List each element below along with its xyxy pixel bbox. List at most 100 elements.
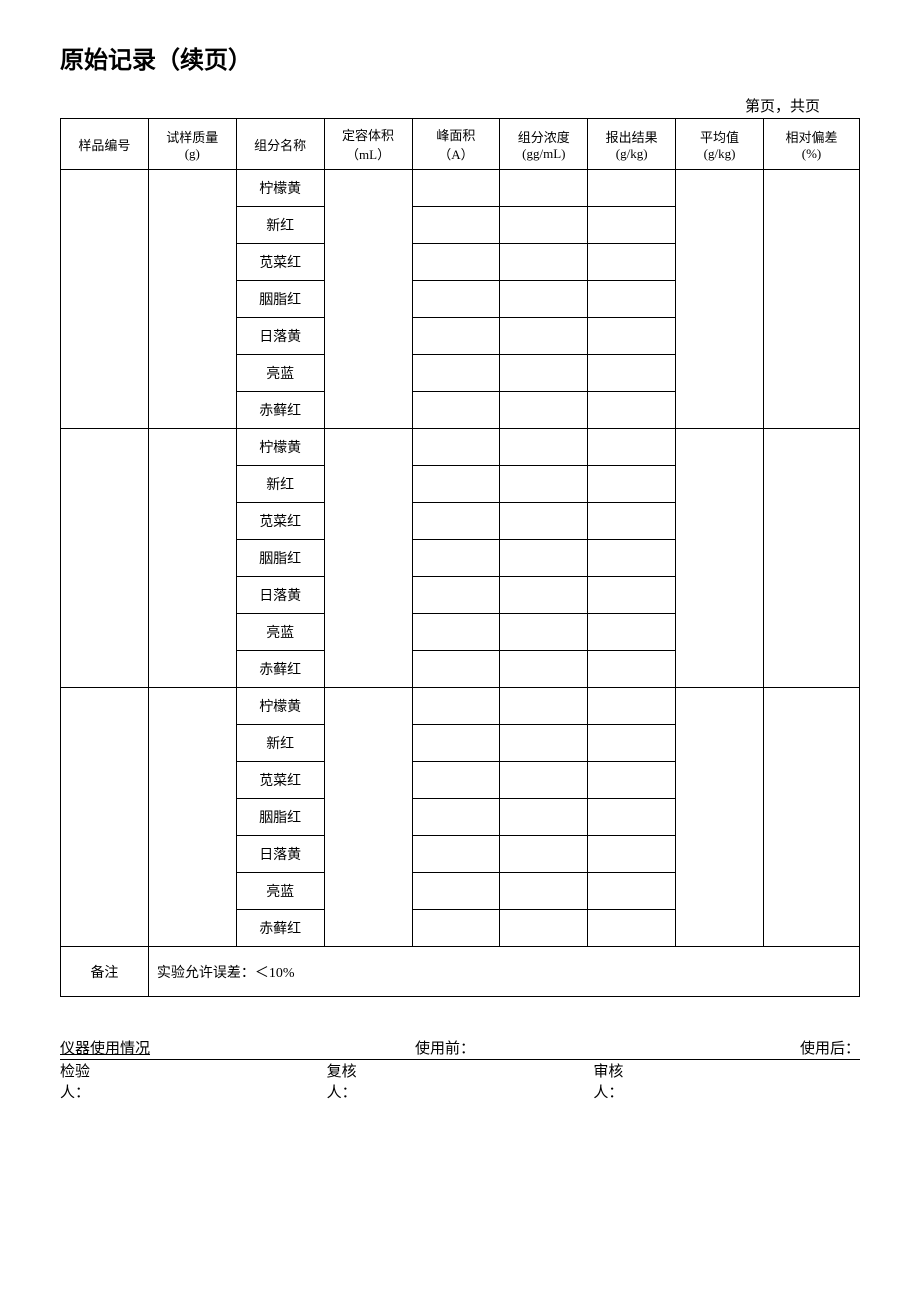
cell-result[interactable] bbox=[588, 355, 676, 392]
cell-component-name: 赤藓红 bbox=[236, 910, 324, 947]
cell-result[interactable] bbox=[588, 651, 676, 688]
cell-peak-area[interactable] bbox=[412, 244, 500, 281]
cell-result[interactable] bbox=[588, 318, 676, 355]
cell-component-name: 亮蓝 bbox=[236, 355, 324, 392]
cell-concentration[interactable] bbox=[500, 392, 588, 429]
cell-concentration[interactable] bbox=[500, 651, 588, 688]
cell-peak-area[interactable] bbox=[412, 725, 500, 762]
cell-peak-area[interactable] bbox=[412, 429, 500, 466]
cell-peak-area[interactable] bbox=[412, 207, 500, 244]
cell-result[interactable] bbox=[588, 429, 676, 466]
cell-concentration[interactable] bbox=[500, 799, 588, 836]
cell-peak-area[interactable] bbox=[412, 281, 500, 318]
cell-sample-id[interactable] bbox=[61, 688, 149, 947]
cell-result[interactable] bbox=[588, 910, 676, 947]
cell-concentration[interactable] bbox=[500, 688, 588, 725]
cell-average[interactable] bbox=[676, 688, 764, 947]
cell-concentration[interactable] bbox=[500, 207, 588, 244]
cell-peak-area[interactable] bbox=[412, 836, 500, 873]
cell-component-name: 赤藓红 bbox=[236, 392, 324, 429]
cell-average[interactable] bbox=[676, 429, 764, 688]
cell-concentration[interactable] bbox=[500, 466, 588, 503]
cell-concentration[interactable] bbox=[500, 170, 588, 207]
cell-rsd[interactable] bbox=[764, 429, 860, 688]
table-row: 柠檬黄 bbox=[61, 170, 860, 207]
cell-concentration[interactable] bbox=[500, 762, 588, 799]
remark-label: 备注 bbox=[61, 947, 149, 997]
cell-component-name: 胭脂红 bbox=[236, 281, 324, 318]
cell-peak-area[interactable] bbox=[412, 873, 500, 910]
cell-result[interactable] bbox=[588, 281, 676, 318]
cell-concentration[interactable] bbox=[500, 540, 588, 577]
cell-peak-area[interactable] bbox=[412, 355, 500, 392]
cell-concentration[interactable] bbox=[500, 836, 588, 873]
cell-peak-area[interactable] bbox=[412, 392, 500, 429]
cell-concentration[interactable] bbox=[500, 355, 588, 392]
cell-result[interactable] bbox=[588, 577, 676, 614]
cell-result[interactable] bbox=[588, 466, 676, 503]
cell-concentration[interactable] bbox=[500, 281, 588, 318]
usage-before-label: 使用前： bbox=[415, 1037, 770, 1058]
cell-result[interactable] bbox=[588, 725, 676, 762]
table-row: 柠檬黄 bbox=[61, 429, 860, 466]
cell-peak-area[interactable] bbox=[412, 688, 500, 725]
cell-result[interactable] bbox=[588, 762, 676, 799]
cell-component-name: 柠檬黄 bbox=[236, 688, 324, 725]
cell-peak-area[interactable] bbox=[412, 614, 500, 651]
cell-sample-mass[interactable] bbox=[148, 170, 236, 429]
cell-peak-area[interactable] bbox=[412, 503, 500, 540]
header-sample-id: 样品编号 bbox=[63, 135, 146, 154]
header-volume: 定容体积 bbox=[327, 125, 410, 144]
cell-peak-area[interactable] bbox=[412, 540, 500, 577]
inspector-label: 检验人： bbox=[60, 1062, 327, 1104]
header-rsd: 相对偏差 bbox=[766, 127, 857, 146]
cell-rsd[interactable] bbox=[764, 688, 860, 947]
cell-peak-area[interactable] bbox=[412, 466, 500, 503]
cell-concentration[interactable] bbox=[500, 725, 588, 762]
cell-concentration[interactable] bbox=[500, 503, 588, 540]
cell-result[interactable] bbox=[588, 244, 676, 281]
cell-concentration[interactable] bbox=[500, 910, 588, 947]
cell-sample-mass[interactable] bbox=[148, 688, 236, 947]
cell-result[interactable] bbox=[588, 614, 676, 651]
reviewer-label: 复核人： bbox=[327, 1062, 594, 1104]
cell-concentration[interactable] bbox=[500, 429, 588, 466]
cell-volume[interactable] bbox=[324, 170, 412, 429]
cell-sample-mass[interactable] bbox=[148, 429, 236, 688]
cell-concentration[interactable] bbox=[500, 318, 588, 355]
cell-concentration[interactable] bbox=[500, 577, 588, 614]
cell-average[interactable] bbox=[676, 170, 764, 429]
cell-peak-area[interactable] bbox=[412, 651, 500, 688]
cell-peak-area[interactable] bbox=[412, 170, 500, 207]
auditor-label: 审核人： bbox=[593, 1062, 860, 1104]
cell-result[interactable] bbox=[588, 873, 676, 910]
cell-volume[interactable] bbox=[324, 688, 412, 947]
cell-sample-id[interactable] bbox=[61, 429, 149, 688]
cell-result[interactable] bbox=[588, 836, 676, 873]
cell-component-name: 新红 bbox=[236, 725, 324, 762]
cell-sample-id[interactable] bbox=[61, 170, 149, 429]
cell-concentration[interactable] bbox=[500, 244, 588, 281]
cell-concentration[interactable] bbox=[500, 873, 588, 910]
cell-rsd[interactable] bbox=[764, 170, 860, 429]
cell-peak-area[interactable] bbox=[412, 762, 500, 799]
cell-component-name: 日落黄 bbox=[236, 318, 324, 355]
cell-result[interactable] bbox=[588, 170, 676, 207]
cell-peak-area[interactable] bbox=[412, 910, 500, 947]
cell-volume[interactable] bbox=[324, 429, 412, 688]
cell-result[interactable] bbox=[588, 688, 676, 725]
remark-row: 备注实验允许误差：＜10% bbox=[61, 947, 860, 997]
header-peak-area: 峰面积 bbox=[415, 125, 498, 144]
cell-result[interactable] bbox=[588, 392, 676, 429]
cell-peak-area[interactable] bbox=[412, 577, 500, 614]
cell-concentration[interactable] bbox=[500, 614, 588, 651]
cell-component-name: 胭脂红 bbox=[236, 799, 324, 836]
instrument-usage-label: 仪器使用情况 bbox=[60, 1037, 415, 1058]
cell-result[interactable] bbox=[588, 799, 676, 836]
header-component-name: 组分名称 bbox=[239, 135, 322, 154]
cell-result[interactable] bbox=[588, 503, 676, 540]
cell-peak-area[interactable] bbox=[412, 318, 500, 355]
cell-result[interactable] bbox=[588, 207, 676, 244]
cell-peak-area[interactable] bbox=[412, 799, 500, 836]
cell-result[interactable] bbox=[588, 540, 676, 577]
